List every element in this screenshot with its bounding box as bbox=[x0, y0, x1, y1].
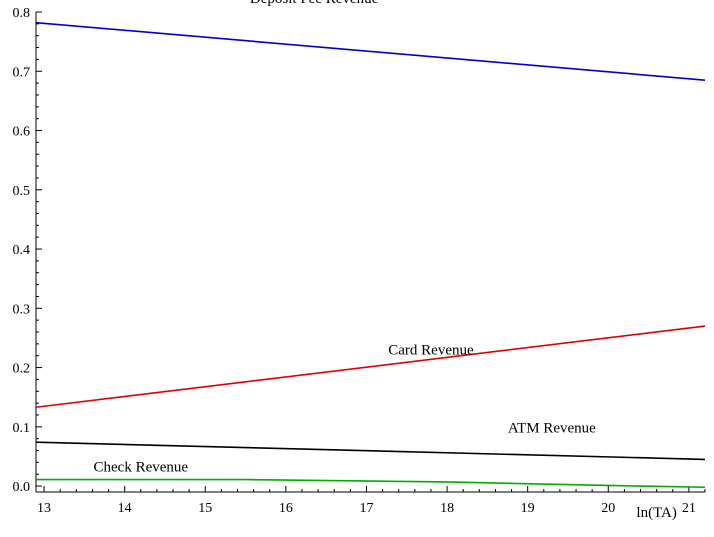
check-revenue-label: Check Revenue bbox=[94, 459, 189, 475]
series-labels: Deposit Fee Revenue Card Revenue ATM Reven… bbox=[94, 0, 597, 475]
y-tick-label: 0.6 bbox=[13, 125, 31, 140]
series-lines bbox=[35, 21, 706, 489]
y-tick-label: 0.4 bbox=[13, 243, 31, 258]
x-ticks: 13 14 15 16 17 18 19 20 21 bbox=[37, 486, 706, 516]
y-tick-label: 0.3 bbox=[13, 302, 31, 317]
x-tick-label: 16 bbox=[279, 501, 293, 516]
x-tick-label: 18 bbox=[440, 501, 454, 516]
atm-revenue-line bbox=[35, 441, 706, 461]
x-tick-label: 13 bbox=[37, 501, 51, 516]
deposit-fee-revenue-line bbox=[35, 21, 706, 81]
x-tick-label: 20 bbox=[601, 501, 615, 516]
y-tick-label: 0.2 bbox=[13, 362, 31, 377]
x-tick-label: 15 bbox=[198, 501, 212, 516]
x-tick-label: 14 bbox=[118, 501, 132, 516]
y-tick-label: 0.1 bbox=[13, 421, 31, 436]
y-tick-label: 0.7 bbox=[13, 65, 31, 80]
y-tick-label: 0.0 bbox=[13, 480, 31, 495]
card-revenue-line bbox=[35, 325, 706, 409]
y-ticks: 0.0 0.1 0.2 0.3 0.4 0.5 0.6 0.7 0.8 bbox=[13, 6, 42, 495]
axes bbox=[35, 12, 705, 493]
card-revenue-label: Card Revenue bbox=[388, 343, 474, 359]
x-tick-label: 21 bbox=[682, 501, 696, 516]
x-tick-label: 17 bbox=[359, 501, 373, 516]
x-tick-label: 19 bbox=[521, 501, 535, 516]
y-tick-label: 0.8 bbox=[13, 6, 31, 21]
atm-revenue-label: ATM Revenue bbox=[508, 421, 596, 437]
check-revenue-line bbox=[36, 478, 706, 489]
x-axis-label: ln(TA) bbox=[636, 505, 676, 521]
deposit-fee-revenue-label: Deposit Fee Revenue bbox=[250, 0, 379, 7]
y-tick-label: 0.5 bbox=[13, 184, 31, 199]
